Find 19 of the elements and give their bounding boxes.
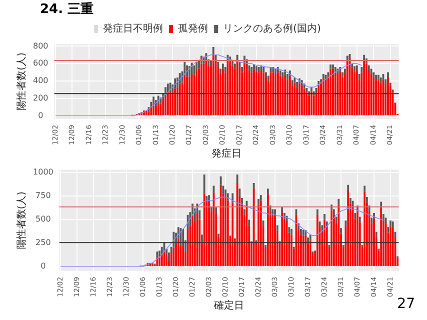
y-tick-label: 0 <box>40 262 46 271</box>
chart-title: 24. 三重 <box>40 2 95 18</box>
y-tick-label: 200 <box>32 93 48 102</box>
legend-label: リンクのある例(国内) <box>223 22 321 35</box>
y-tick-label: 400 <box>32 76 48 86</box>
y-tick-label: 800 <box>32 41 48 50</box>
x-axis-title: 確定日 <box>213 300 244 312</box>
y-tick-label: 1000 <box>33 168 54 177</box>
text: 27 <box>397 296 415 312</box>
y-axis-title: 陽性者数(人) <box>16 52 28 110</box>
y-tick-label: 250 <box>36 238 51 248</box>
y-axis-title: 陽性者数(人) <box>16 191 28 250</box>
y-tick-label: 0 <box>38 110 44 120</box>
legend-label: 発症日不明例 <box>103 22 164 35</box>
y-tick-label: 600 <box>32 58 48 68</box>
y-tick-label: 500 <box>36 214 51 224</box>
x-axis-title: 発症日 <box>212 148 242 160</box>
legend-label: 孤発例 <box>178 22 208 35</box>
y-tick-label: 750 <box>36 191 51 200</box>
